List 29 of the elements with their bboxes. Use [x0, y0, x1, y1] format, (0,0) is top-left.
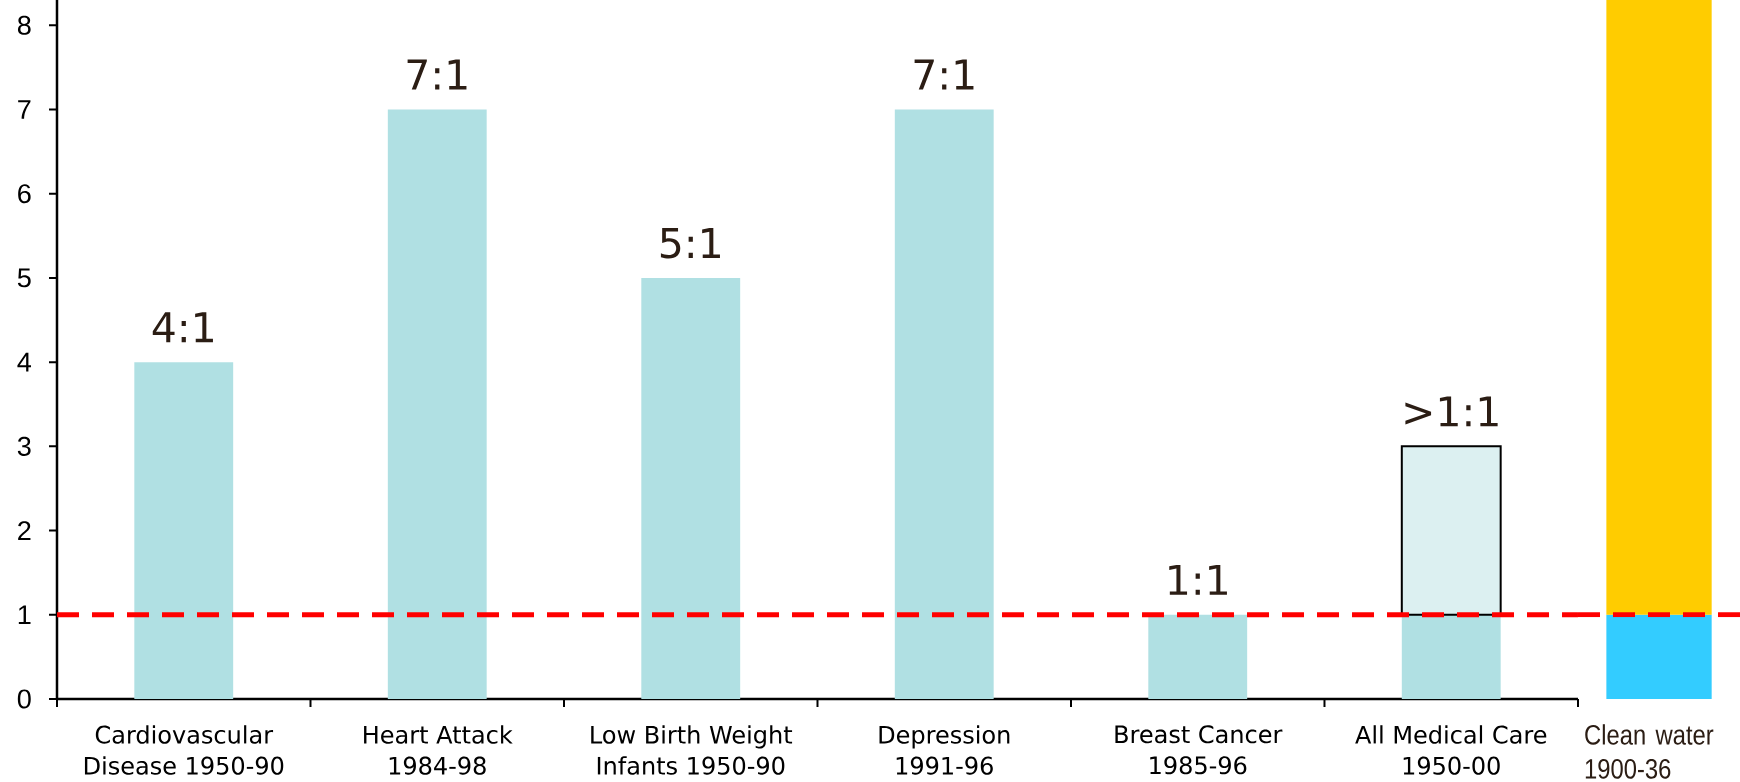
y-tick-label: 4	[17, 352, 32, 372]
x-tick-label: Clean water 1900-36	[1585, 724, 1714, 779]
x-tick-label: Low Birth Weight Infants 1950-90	[591, 725, 793, 775]
y-tick-label: 6	[18, 184, 31, 204]
y-tick-label: 0	[17, 689, 31, 709]
data-label: 1:1	[1169, 564, 1227, 595]
data-label: 4:1	[152, 312, 213, 343]
bar	[1400, 445, 1502, 616]
y-tick-label: 7	[18, 100, 31, 119]
x-tick-label: Cardiovascular Disease 1950-90	[84, 725, 284, 775]
data-label: >1:1	[1405, 396, 1498, 427]
x-tick-label: Breast Cancer 1985-96	[1115, 725, 1283, 775]
y-tick-label: 5	[17, 268, 31, 288]
bar	[1148, 614, 1248, 699]
data-label: 7:1	[914, 59, 974, 90]
bar	[134, 362, 234, 699]
y-tick-label: 8	[17, 15, 31, 35]
y-tick-label: 2	[18, 521, 31, 540]
x-tick-label: All Medical Care 1950-00	[1355, 725, 1547, 775]
y-tick-label: 3	[17, 436, 31, 456]
bar	[387, 109, 487, 699]
data-label: 7:1	[407, 59, 467, 90]
y-tick-label: 1	[18, 605, 31, 625]
x-tick-label: Depression 1991-96	[879, 725, 1010, 775]
bar	[641, 277, 741, 699]
x-tick-label: Heart Attack 1984-98	[364, 725, 513, 775]
data-label: 5:1	[660, 228, 720, 259]
bar	[894, 109, 994, 699]
bar	[1401, 614, 1501, 699]
